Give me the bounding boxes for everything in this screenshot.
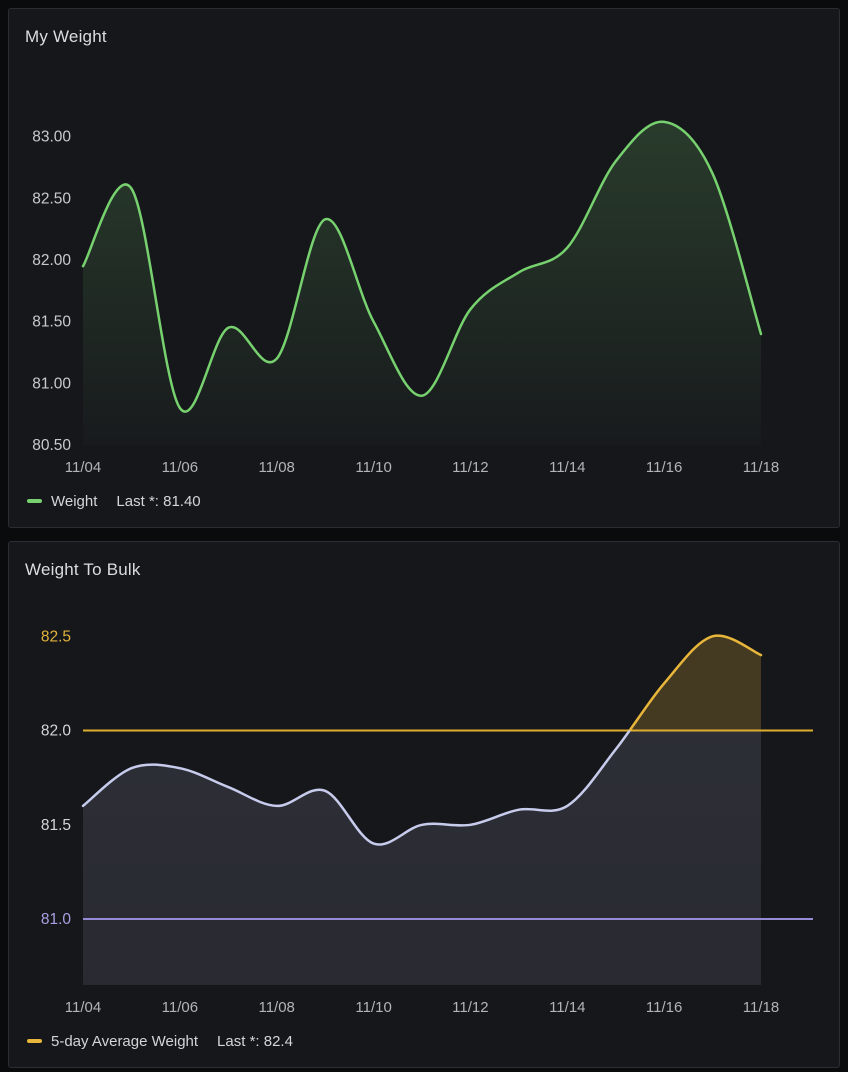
panel-header: My Weight: [9, 9, 839, 59]
y-tick-label: 82.5: [41, 628, 71, 645]
y-tick-label: 80.50: [32, 437, 71, 454]
y-tick-label: 83.00: [32, 129, 71, 146]
legend: 5-day Average Weight Last *: 82.4: [9, 1023, 839, 1067]
chart-svg: 82.5 82.0 81.5 81.0 11/04 11/06 11/08 11/10 11/1…: [41, 628, 813, 1016]
legend-stat-last: Last *: 82.4: [217, 1032, 293, 1050]
series-area: [83, 121, 761, 445]
x-tick-label: 11/10: [355, 999, 391, 1016]
x-tick-label: 11/08: [258, 459, 294, 476]
y-tick-label: 81.50: [32, 314, 71, 331]
average-weight-time-series-chart[interactable]: 82.5 82.0 81.5 81.0 11/04 11/06 11/08 11/10 11/1…: [9, 592, 839, 1023]
legend-series-label: Weight: [51, 492, 98, 510]
x-tick-label: 11/12: [452, 459, 488, 476]
legend-stat-last: Last *: 81.40: [116, 492, 201, 510]
panel-title[interactable]: My Weight: [25, 27, 107, 46]
chart-svg: 83.00 82.50 82.00 81.50 81.00 80.50 11/04 11/06…: [32, 120, 779, 476]
x-tick-label: 11/12: [452, 999, 488, 1016]
y-tick-label: 82.0: [41, 723, 72, 740]
y-tick-label: 81.0: [41, 911, 72, 928]
panel-my-weight: My Weight 83.00 82.50 82.00 81.50 81.00 80.50…: [8, 8, 840, 528]
x-tick-label: 11/18: [743, 999, 779, 1016]
x-tick-label: 11/04: [65, 459, 101, 476]
series-line: [81, 634, 763, 846]
series-line: [81, 120, 763, 413]
x-tick-label: 11/08: [258, 999, 294, 1016]
x-tick-label: 11/16: [646, 459, 682, 476]
x-tick-label: 11/06: [162, 999, 198, 1016]
x-tick-label: 11/10: [355, 459, 391, 476]
x-tick-label: 11/06: [162, 459, 198, 476]
y-tick-label: 82.50: [32, 190, 71, 207]
x-tick-label: 11/04: [65, 999, 101, 1016]
weight-time-series-chart[interactable]: 83.00 82.50 82.00 81.50 81.00 80.50 11/04 11/06…: [9, 59, 839, 483]
x-tick-label: 11/14: [549, 999, 585, 1016]
y-tick-label: 82.00: [32, 252, 71, 269]
series-area: [83, 635, 761, 985]
y-tick-label: 81.5: [41, 817, 71, 834]
legend-series-label: 5-day Average Weight: [51, 1032, 199, 1050]
x-tick-label: 11/16: [646, 999, 682, 1016]
legend-item-weight[interactable]: Weight Last *: 81.40: [27, 493, 201, 510]
y-tick-label: 81.00: [32, 375, 71, 392]
x-tick-label: 11/18: [743, 459, 779, 476]
legend-swatch: [27, 1039, 42, 1043]
panel-header: Weight To Bulk: [9, 542, 839, 592]
dashboard: My Weight 83.00 82.50 82.00 81.50 81.00 80.50…: [8, 8, 840, 1068]
panel-title[interactable]: Weight To Bulk: [25, 560, 141, 579]
legend: Weight Last *: 81.40: [9, 483, 839, 527]
x-tick-label: 11/14: [549, 459, 585, 476]
legend-item-5-day-average-weight[interactable]: 5-day Average Weight Last *: 82.4: [27, 1033, 293, 1050]
panel-weight-to-bulk: Weight To Bulk 82.5 82.0 81.5 81.0 11/04 11/0…: [8, 541, 840, 1068]
legend-swatch: [27, 499, 42, 503]
